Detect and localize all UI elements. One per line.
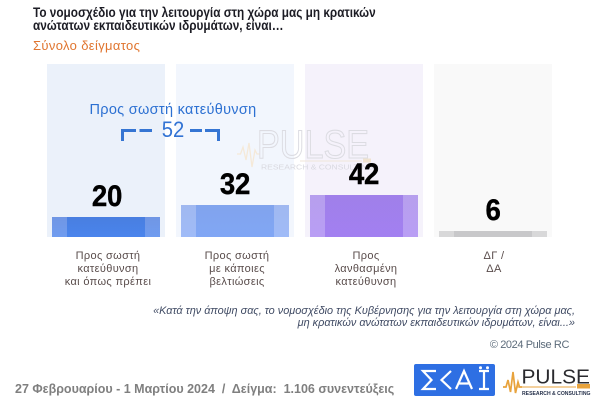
svg-text:PULSE: PULSE [257, 123, 369, 167]
svg-text:RESEARCH & CONSULTING: RESEARCH & CONSULTING [261, 165, 374, 172]
svg-text:PULSE: PULSE [522, 366, 591, 389]
svg-text:RESEARCH & CONSULTING: RESEARCH & CONSULTING [522, 391, 591, 397]
